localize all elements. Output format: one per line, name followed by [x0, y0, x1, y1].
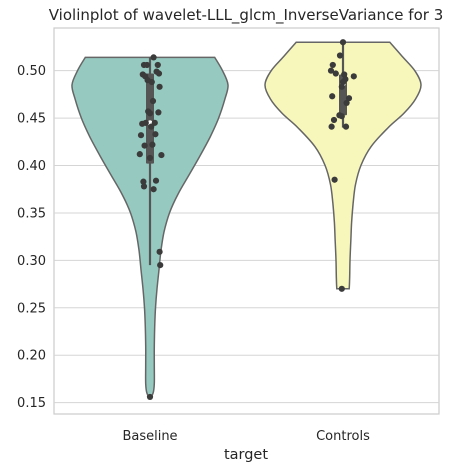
data-point [139, 120, 146, 127]
data-point [329, 93, 336, 100]
data-point [146, 393, 154, 401]
y-tick-labels: 0.15 0.20 0.25 0.30 0.35 0.40 0.45 0.50 [17, 64, 46, 411]
strip-points [136, 39, 357, 401]
data-point [328, 123, 335, 130]
data-point [155, 109, 162, 116]
y-tick-label: 0.30 [17, 254, 46, 269]
data-point [329, 61, 336, 69]
data-point [341, 71, 348, 78]
data-point [140, 183, 148, 190]
x-tick-label: Controls [316, 429, 370, 444]
y-tick-label: 0.25 [17, 301, 46, 316]
y-tick-label: 0.35 [17, 206, 46, 221]
x-tick-label: Baseline [122, 429, 177, 444]
data-point [152, 131, 159, 138]
chart-title: Violinplot of wavelet-LLL_glcm_InverseVa… [49, 6, 443, 25]
data-point [339, 78, 347, 86]
data-point [141, 142, 148, 149]
data-point [158, 151, 165, 159]
data-point [146, 110, 154, 117]
data-point [332, 70, 339, 77]
data-point [343, 99, 350, 107]
y-tick-label: 0.15 [17, 396, 46, 411]
data-point [342, 123, 350, 130]
box-iqr [146, 73, 154, 164]
y-tick-label: 0.20 [17, 349, 46, 364]
data-point [156, 248, 163, 255]
violin-controls [264, 41, 422, 290]
data-point [148, 123, 155, 130]
data-point [140, 178, 147, 185]
data-point [152, 177, 160, 184]
data-point [155, 70, 163, 77]
data-point [157, 262, 164, 269]
data-point [143, 61, 151, 69]
data-point [156, 83, 163, 90]
data-point [136, 151, 143, 158]
y-tick-label: 0.40 [17, 159, 46, 174]
data-point [146, 154, 154, 162]
x-axis-label: target [224, 447, 268, 463]
data-point [149, 141, 156, 148]
data-point [149, 97, 157, 105]
data-point [331, 176, 338, 183]
data-point [330, 116, 338, 124]
data-point [137, 132, 145, 139]
data-point [338, 83, 345, 90]
data-point [338, 285, 345, 292]
data-point [327, 67, 335, 74]
data-point [336, 52, 344, 59]
data-point [338, 113, 345, 120]
y-tick-label: 0.45 [17, 112, 46, 127]
data-point [350, 73, 357, 80]
data-point [339, 39, 347, 46]
data-point [345, 95, 353, 102]
data-point [150, 186, 157, 193]
data-point [144, 77, 151, 84]
y-tick-label: 0.50 [17, 64, 46, 79]
x-tick-labels: Baseline Controls [122, 429, 370, 444]
data-point [150, 54, 157, 61]
data-point [154, 61, 161, 69]
